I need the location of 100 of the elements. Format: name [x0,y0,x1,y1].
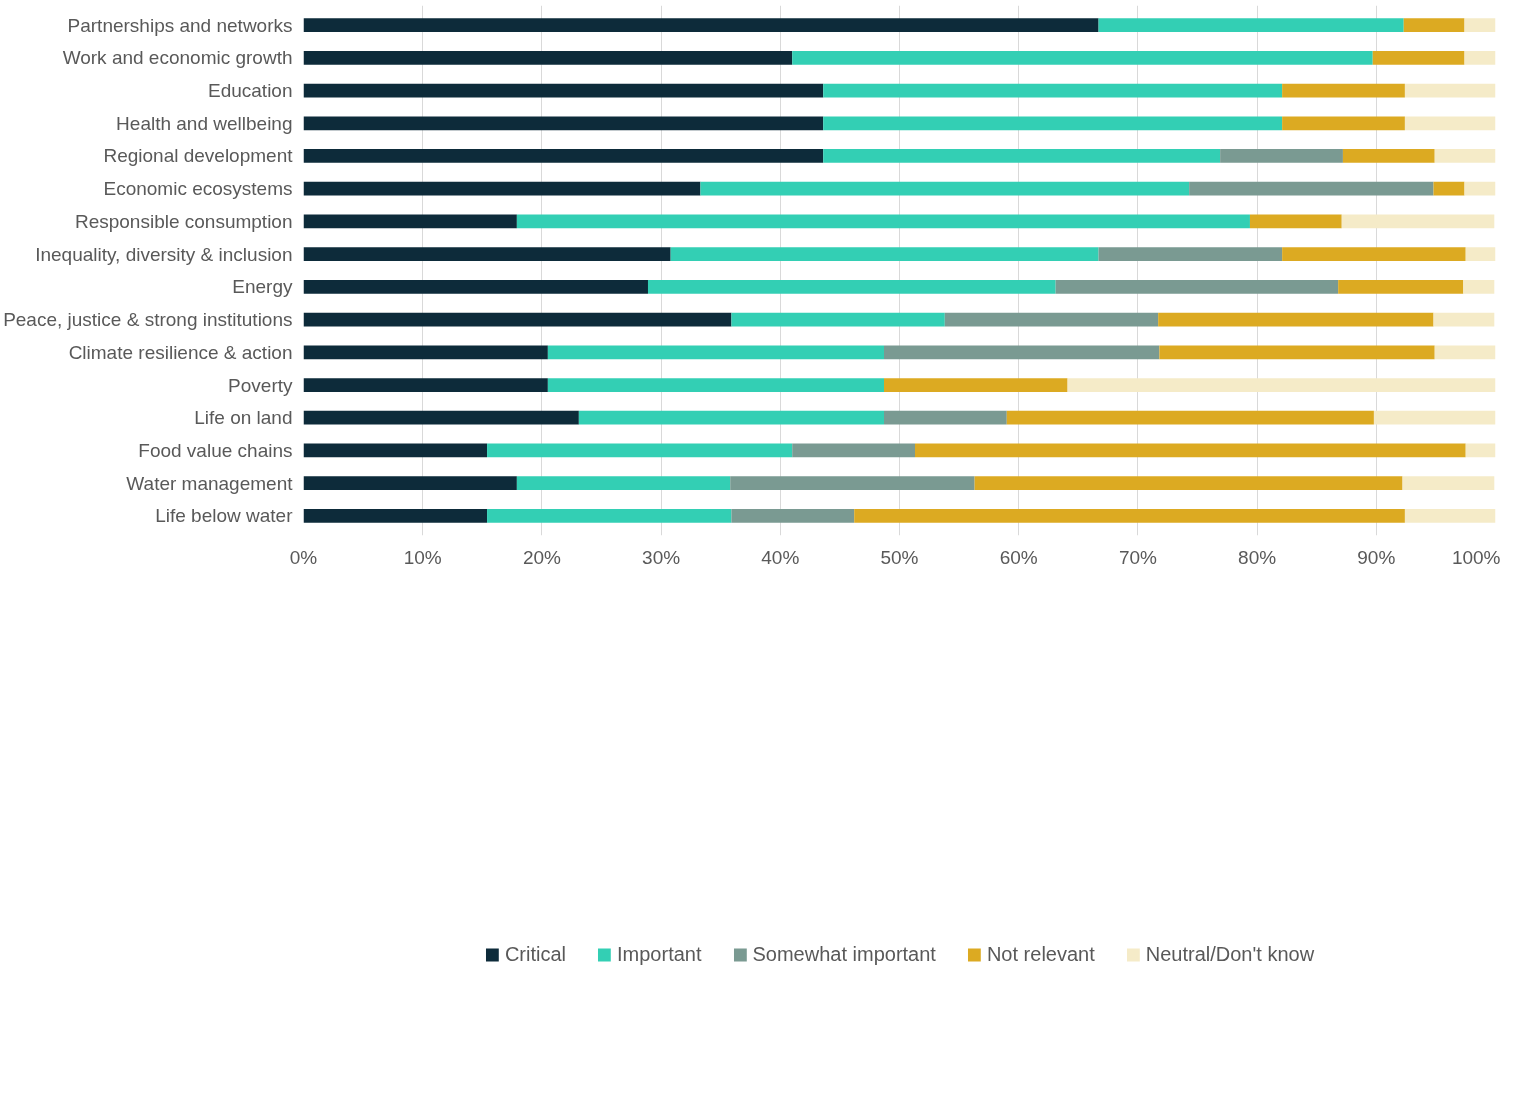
x-tick-label: 80% [1238,546,1277,568]
x-tick-label: 70% [1118,546,1158,568]
bar [1404,509,1496,523]
bar [303,83,824,98]
bar [303,443,488,458]
bar [1404,116,1496,131]
y-tick-label: Inequality, diversity & inclusion [35,243,293,265]
bar [700,181,1190,196]
y-tick-label: Work and economic growth [62,47,293,69]
bar [1403,18,1465,32]
bar [1373,410,1496,425]
y-tick-label: Water management [126,472,294,494]
y-tick-label: Energy [232,276,293,298]
bar [1433,181,1465,196]
bar [516,214,1250,229]
bar [823,149,1221,163]
x-tick-label: 100% [1451,546,1501,568]
bar [303,50,793,65]
y-tick-label: Peace, justice & strong institutions [3,309,293,331]
bar [1341,214,1495,229]
bar [792,50,1373,65]
bar [303,378,548,392]
bar [303,345,548,360]
legend-label: Critical [504,942,567,966]
bar [1464,50,1496,65]
legend-label: Somewhat important [752,942,936,966]
bar [823,83,1283,98]
bar [1249,214,1342,229]
y-tick-label: Climate resilience & action [68,341,293,363]
x-tick-label: 30% [642,546,681,568]
bar [1067,378,1496,392]
bar [547,345,884,360]
bar [1159,345,1435,360]
bar [1404,83,1496,98]
bar [1006,410,1374,425]
bar [731,509,855,523]
bar [487,443,793,458]
bar [578,410,884,425]
y-tick-label: Economic ecosystems [103,178,293,200]
y-tick-label: Education [207,80,293,102]
legend-label: Neutral/Don't know [1145,942,1315,966]
bar [1282,83,1405,98]
bar [1282,116,1405,131]
x-tick-label: 0% [289,546,318,568]
bar [1098,247,1283,262]
bar [487,509,732,523]
bar [1434,149,1496,163]
bar [730,476,975,491]
bar [884,410,1007,425]
y-tick-label: Responsible consumption [74,210,293,232]
bar [303,181,701,196]
bar [547,378,884,392]
bar [731,312,945,327]
bar [1433,312,1495,327]
bar [303,509,488,523]
bar [974,476,1403,491]
bar [1464,181,1496,196]
y-tick-label: Health and wellbeing [116,112,293,134]
x-tick-label: 40% [761,546,800,568]
bar [303,149,824,163]
bar [944,312,1159,327]
bar [303,247,671,262]
y-tick-label: Poverty [228,374,293,396]
y-tick-label: Life on land [194,407,293,429]
bar [303,214,517,229]
bar [1402,476,1495,491]
bar [303,279,648,294]
bar [854,509,1405,523]
bar [1220,149,1343,163]
x-tick-label: 90% [1357,546,1396,568]
bar [303,18,1099,32]
bar [1464,18,1496,32]
bar [1098,18,1404,32]
x-tick-label: 50% [880,546,919,568]
legend-label: Important [617,942,702,966]
bar [1342,149,1435,163]
bar [303,476,517,491]
bar [915,443,1466,458]
bar [1189,181,1434,196]
bar [884,378,1068,392]
bar [1055,279,1339,294]
bar [1372,50,1465,65]
bar [823,116,1283,131]
bar [647,279,1056,294]
bar [1465,443,1496,458]
bar [1338,279,1464,294]
bar [303,410,579,425]
bar [303,312,732,327]
y-tick-label: Regional development [103,145,294,167]
bar [1158,312,1434,327]
bar [1465,247,1496,262]
bar [516,476,731,491]
x-tick-label: 60% [999,546,1038,568]
bar [303,116,824,131]
bar [670,247,1099,262]
bar [1282,247,1466,262]
y-tick-label: Food value chains [138,439,293,461]
x-tick-label: 20% [522,546,562,568]
y-tick-label: Life below water [155,505,294,527]
legend-label: Not relevant [986,942,1095,966]
